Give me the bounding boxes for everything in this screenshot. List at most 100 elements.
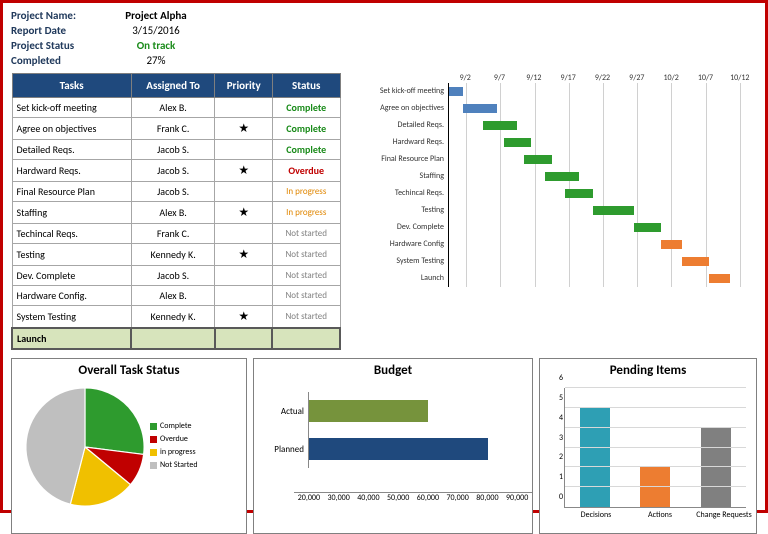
gantt-tick: 9/17	[551, 73, 585, 83]
task-cell: Techincal Reqs.	[12, 224, 131, 244]
table-row[interactable]: TestingKennedy K.★Not started	[12, 244, 340, 266]
legend-item: Complete	[150, 421, 198, 431]
gantt-row-label: Dev. Complete	[353, 219, 448, 236]
table-row[interactable]: Hardward Reqs.Jacob S.★Overdue	[12, 160, 340, 182]
pending-panel: Pending Items 0123456 DecisionsActionsCh…	[539, 358, 757, 534]
task-cell: Dev. Complete	[12, 266, 131, 286]
pending-y-tick: 3	[559, 433, 563, 443]
table-row[interactable]: StaffingAlex B.★In progress	[12, 202, 340, 224]
pending-col	[625, 388, 685, 507]
pending-bar[interactable]	[580, 408, 610, 507]
pie-slice[interactable]	[85, 388, 144, 454]
gantt-bar[interactable]	[504, 138, 531, 147]
table-row[interactable]: Detailed Reqs.Jacob S.Complete	[12, 140, 340, 160]
pending-col	[565, 388, 625, 507]
gantt-bar[interactable]	[593, 206, 634, 215]
gantt-bar[interactable]	[634, 223, 661, 232]
gantt-bar[interactable]	[449, 87, 463, 96]
gantt-bar[interactable]	[463, 104, 497, 113]
pending-col	[686, 388, 746, 507]
table-row[interactable]: System TestingKennedy K.★Not started	[12, 306, 340, 329]
budget-bar[interactable]	[309, 400, 428, 422]
project-name-value: Project Alpha	[106, 9, 206, 22]
table-row[interactable]: Final Resource PlanJacob S.In progress	[12, 182, 340, 202]
gantt-chart: 9/29/79/129/179/229/2710/210/710/12 Set …	[353, 73, 757, 350]
gantt-tick: 10/2	[654, 73, 688, 83]
completed-value: 27%	[106, 54, 206, 67]
table-row[interactable]: Techincal Reqs.Frank C.Not started	[12, 224, 340, 244]
task-cell: Hardward Reqs.	[12, 160, 131, 182]
gantt-bar[interactable]	[545, 172, 579, 181]
budget-row: Planned	[268, 430, 518, 468]
legend-label: in progress	[160, 447, 196, 457]
table-row[interactable]: Set kick-off meetingAlex B.Complete	[12, 98, 340, 118]
gantt-bar[interactable]	[709, 274, 730, 283]
legend-swatch	[150, 423, 157, 430]
pie-panel: Overall Task Status Complete Overdue in pr…	[11, 358, 247, 534]
status-cell: Not started	[272, 244, 340, 266]
star-icon: ★	[238, 122, 249, 136]
gantt-bar[interactable]	[682, 257, 709, 266]
task-table: TasksAssigned ToPriorityStatus Set kick-…	[11, 73, 341, 350]
budget-title: Budget	[254, 359, 532, 382]
status-cell: Complete	[272, 140, 340, 160]
assigned-cell: Alex B.	[131, 202, 215, 224]
table-row[interactable]: Agree on objectivesFrank C.★Complete	[12, 118, 340, 140]
status-cell: Not started	[272, 224, 340, 244]
task-cell: Detailed Reqs.	[12, 140, 131, 160]
project-name-label: Project Name:	[11, 9, 106, 22]
budget-axis-tick: 70,000	[443, 493, 473, 503]
status-cell: Not started	[272, 286, 340, 306]
completed-label: Completed	[11, 54, 106, 67]
pending-y-tick: 4	[559, 413, 563, 423]
assigned-cell: Alex B.	[131, 98, 215, 118]
pie-chart	[20, 382, 150, 512]
assigned-cell: Jacob S.	[131, 182, 215, 202]
task-col-header: Status	[272, 74, 340, 98]
priority-cell	[215, 266, 273, 286]
launch-cell: Launch	[12, 328, 131, 349]
pie-title: Overall Task Status	[12, 359, 246, 382]
legend-label: Overdue	[160, 434, 188, 444]
table-row[interactable]: Hardware Config.Alex B.Not started	[12, 286, 340, 306]
pending-y-tick: 0	[559, 492, 563, 502]
task-col-header: Priority	[215, 74, 273, 98]
assigned-cell: Jacob S.	[131, 160, 215, 182]
priority-cell	[215, 286, 273, 306]
pending-bar[interactable]	[640, 467, 670, 507]
budget-row: Actual	[268, 392, 518, 430]
legend-label: Complete	[160, 421, 191, 431]
priority-cell	[215, 98, 273, 118]
table-row[interactable]: Dev. CompleteJacob S.Not started	[12, 266, 340, 286]
legend-swatch	[150, 462, 157, 469]
gantt-tick: 9/2	[448, 73, 482, 83]
task-col-header: Tasks	[12, 74, 131, 98]
gantt-bar[interactable]	[565, 189, 592, 198]
assigned-cell: Frank C.	[131, 118, 215, 140]
priority-cell: ★	[215, 244, 273, 266]
status-value: On track	[106, 39, 206, 52]
task-cell: Agree on objectives	[12, 118, 131, 140]
project-header: Project Name: Project Alpha Report Date …	[11, 9, 757, 67]
report-date-value: 3/15/2016	[106, 24, 206, 37]
gantt-tick: 9/7	[482, 73, 516, 83]
legend-item: in progress	[150, 447, 198, 457]
launch-row[interactable]: Launch	[12, 328, 340, 349]
pending-y-tick: 5	[559, 393, 563, 403]
gantt-row-label: Staffing	[353, 168, 448, 185]
task-cell: Testing	[12, 244, 131, 266]
task-col-header: Assigned To	[131, 74, 215, 98]
pie-legend: CompleteOverduein progressNot Started	[150, 421, 198, 473]
gantt-bar[interactable]	[524, 155, 551, 164]
priority-cell: ★	[215, 202, 273, 224]
gantt-bar[interactable]	[483, 121, 517, 130]
legend-item: Overdue	[150, 434, 198, 444]
gantt-bar[interactable]	[661, 240, 682, 249]
report-date-label: Report Date	[11, 24, 106, 37]
budget-axis-tick: 90,000	[502, 493, 532, 503]
budget-panel: Budget ActualPlanned 20,00030,00040,0005…	[253, 358, 533, 534]
budget-bar[interactable]	[309, 438, 488, 460]
gantt-tick: 10/12	[723, 73, 757, 83]
budget-axis-tick: 80,000	[473, 493, 503, 503]
gantt-row-label: Detailed Reqs.	[353, 117, 448, 134]
